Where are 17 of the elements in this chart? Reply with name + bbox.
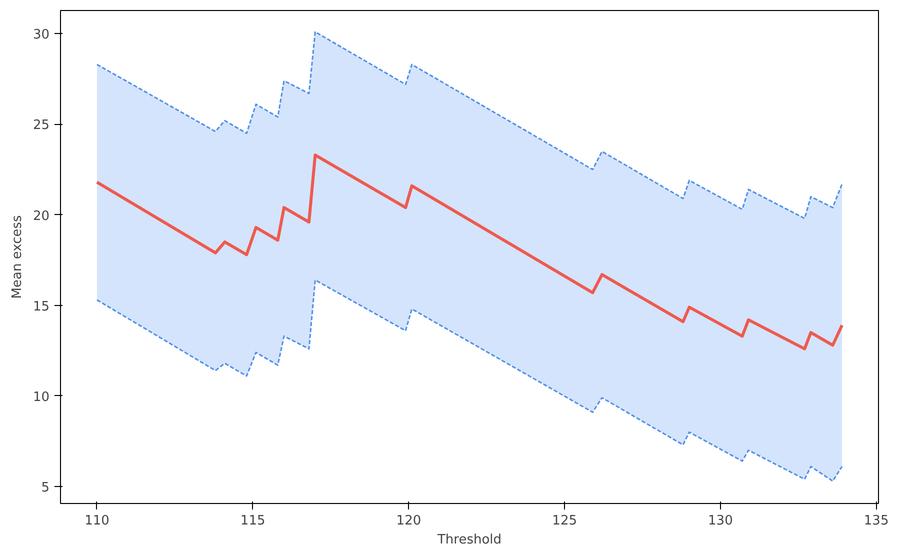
y-tick-label: 20: [32, 208, 50, 224]
x-tick-label: 130: [708, 514, 733, 528]
y-axis-title: Mean excess: [10, 215, 25, 299]
x-tick-label: 125: [552, 514, 577, 528]
x-tick-label: 115: [240, 514, 266, 528]
y-tick-label: 10: [32, 390, 50, 405]
x-tick-label: 110: [84, 514, 110, 528]
line-series: [96, 31, 843, 220]
y-tick-label: 5: [41, 480, 50, 496]
x-axis-title: Threshold: [436, 532, 502, 548]
x-tick-label: 135: [864, 514, 889, 528]
x-tick-label: 120: [396, 514, 422, 528]
y-tick-label: 30: [32, 28, 50, 43]
y-tick-label: 25: [32, 118, 50, 134]
line-series: [95, 154, 844, 350]
line-series: [96, 279, 843, 482]
y-tick-label: 15: [32, 299, 50, 314]
